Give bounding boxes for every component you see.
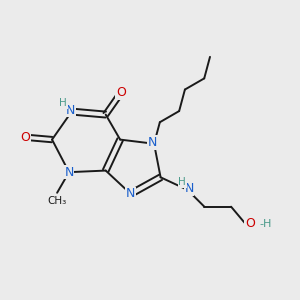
Text: N: N [126, 188, 135, 200]
Text: N: N [184, 182, 194, 195]
Text: H: H [178, 177, 186, 188]
Text: O: O [245, 217, 255, 230]
Text: N: N [64, 166, 74, 179]
Text: O: O [116, 86, 126, 99]
Text: O: O [20, 131, 30, 144]
Text: N: N [65, 103, 75, 117]
Text: H: H [59, 98, 67, 108]
Text: -H: -H [260, 219, 272, 229]
Text: N: N [148, 136, 157, 149]
Text: CH₃: CH₃ [47, 196, 67, 206]
